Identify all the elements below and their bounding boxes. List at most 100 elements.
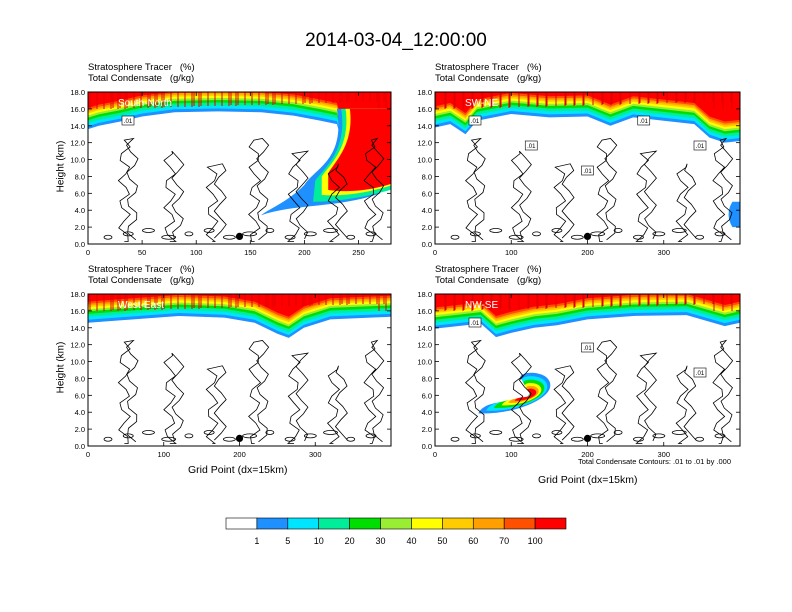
colorbar-swatch [503, 517, 536, 530]
colorbar-swatch [411, 517, 443, 530]
y-tick-label: 0.0 [422, 240, 432, 249]
colorbar-swatch [225, 517, 258, 530]
y-tick-label: 10.0 [70, 156, 85, 165]
tracer-layer [88, 92, 391, 136]
condensate-cell [489, 228, 503, 233]
condensate-cell [222, 234, 236, 240]
panel-header-west-east: Stratosphere Tracer (%) Total Condensate … [88, 264, 195, 286]
condensate-cell [122, 433, 134, 439]
contour-label-box [468, 115, 482, 126]
tracer-layer [435, 92, 740, 124]
colorbar-swatch [287, 517, 320, 530]
y-tick-label: 16.0 [417, 307, 432, 316]
contour-label: .01 [583, 346, 592, 352]
condensate-contour [465, 137, 486, 242]
tracer-label: Stratosphere Tracer (%) [435, 62, 542, 73]
location-marker [583, 232, 592, 240]
panel-header-south-north: Stratosphere Tracer (%) Total Condensate … [88, 62, 195, 84]
condensate-cell [695, 436, 705, 442]
condensate-contour [287, 150, 310, 242]
y-tick-label: 0.0 [75, 240, 85, 249]
plot-area: .01 [88, 92, 391, 244]
colorbar-label: 30 [376, 536, 386, 546]
contour-label: .01 [583, 169, 592, 175]
panel-header-sw-ne: Stratosphere Tracer (%) Total Condensate … [435, 62, 542, 84]
contour-label-box [121, 115, 135, 126]
y-tick-label: 12.0 [417, 341, 432, 350]
condensate-cell [590, 433, 606, 439]
y-tick-label: 8.0 [75, 374, 85, 383]
condensate-cell [265, 430, 275, 435]
y-tick-label: 18.0 [70, 88, 85, 97]
condensate-cell [671, 228, 687, 233]
condensate-cell [532, 433, 541, 439]
y-tick-label: 16.0 [70, 307, 85, 316]
y-tick-label: 6.0 [75, 391, 85, 400]
condensate-cell [303, 433, 317, 439]
colorbar-swatch [534, 517, 567, 530]
panel-nw-se: .01 .01 .01 NW-SE 0.0 2.0 4.0 6.0 8.0 10.0 12.0 14.… [417, 290, 741, 459]
condensate-contour [205, 163, 227, 242]
tracer-layer [88, 294, 391, 317]
tracer-layer [435, 294, 740, 316]
colorbar-label: 5 [285, 536, 290, 546]
y-tick-label: 6.0 [422, 189, 432, 198]
condensate-label: Total Condensate (g/kg) [435, 73, 542, 84]
condensate-cell [489, 430, 503, 435]
condensate-cell [532, 231, 541, 237]
x-tick-label: 100 [157, 450, 170, 459]
y-tick-label: 0.0 [422, 442, 432, 451]
condensate-contour [326, 163, 348, 242]
colorbar-swatch [349, 517, 381, 530]
plot-area [88, 294, 391, 446]
condensate-cell [590, 231, 606, 237]
condensate-cell [346, 234, 356, 240]
colorbar-label: 70 [499, 536, 509, 546]
x-tick-label: 0 [433, 450, 437, 459]
contour-label: .01 [696, 144, 705, 150]
condensate-contour [635, 352, 658, 444]
condensate-cell [122, 231, 134, 237]
colorbar-label: 100 [528, 536, 543, 546]
colorbar-label: 50 [437, 536, 447, 546]
y-tick-label: 8.0 [422, 172, 432, 181]
x-tick-label: 50 [138, 248, 146, 257]
y-tick-label: 14.0 [70, 122, 85, 131]
condensate-cell [365, 231, 377, 237]
condensate-contour [326, 365, 348, 444]
x-tick-label: 0 [86, 450, 90, 459]
y-tick-label: 12.0 [70, 341, 85, 350]
condensate-contour [117, 137, 139, 242]
condensate-cell [346, 436, 356, 442]
condensate-cell [142, 228, 155, 233]
condensate-cell [652, 433, 666, 439]
colorbar-swatch [472, 517, 505, 530]
x-axis-label: Grid Point (dx=15km) [538, 474, 638, 486]
condensate-contour [205, 365, 227, 444]
condensate-label: Total Condensate (g/kg) [88, 275, 195, 286]
panel-name: South-North [118, 98, 172, 109]
condensate-cell [671, 430, 687, 435]
contour-label: .01 [696, 371, 705, 377]
condensate-contour [363, 137, 385, 242]
condensate-cell [695, 234, 705, 240]
condensate-cell [242, 231, 258, 237]
y-tick-label: 14.0 [417, 122, 432, 131]
condensate-cell [303, 231, 317, 237]
condensate-cell [242, 433, 258, 439]
x-tick-label: 300 [309, 450, 322, 459]
condensate-cell [184, 433, 194, 439]
x-tick-label: 200 [581, 450, 594, 459]
tracer-label: Stratosphere Tracer (%) [88, 264, 195, 275]
contour-label: .01 [471, 119, 480, 125]
condensate-contour [163, 150, 185, 242]
condensate-contour [635, 150, 658, 242]
contour-note: Total Condensate Contours: .01 to .01 by… [578, 457, 732, 466]
condensate-contour [596, 138, 618, 242]
colorbar-swatch [380, 517, 412, 530]
y-tick-label: 10.0 [70, 358, 85, 367]
y-tick-label: 2.0 [422, 223, 432, 232]
condensate-contour [248, 138, 270, 242]
contour-label-box [524, 140, 538, 151]
condensate-contour [510, 352, 532, 444]
